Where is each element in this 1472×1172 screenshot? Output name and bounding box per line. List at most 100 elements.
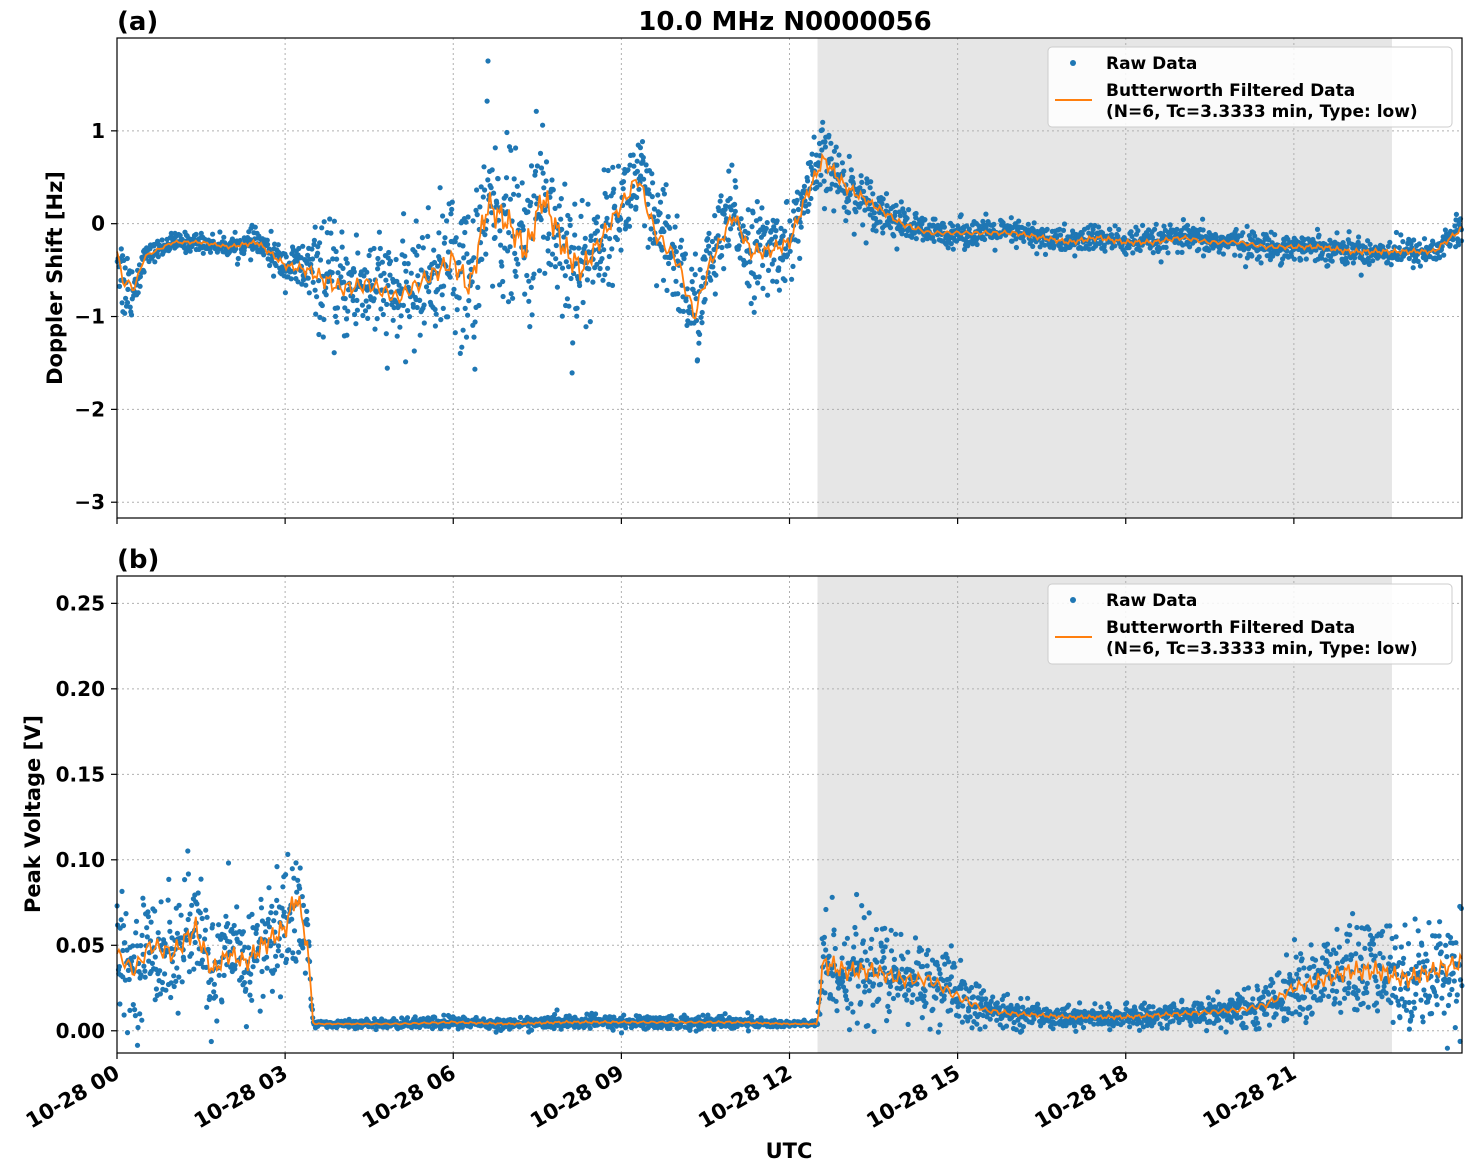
raw-data-point [1009, 238, 1015, 244]
raw-data-point [223, 913, 229, 919]
raw-data-point [462, 305, 468, 311]
raw-data-point [552, 1011, 558, 1018]
raw-data-point [733, 184, 739, 190]
raw-data-point [577, 282, 583, 289]
raw-data-point [512, 268, 518, 274]
raw-data-point [1109, 232, 1115, 238]
raw-data-point [564, 230, 570, 236]
raw-data-point [946, 959, 952, 965]
raw-data-point [371, 245, 377, 252]
raw-data-point [723, 216, 730, 222]
raw-data-point [268, 228, 274, 234]
raw-data-point [721, 211, 727, 217]
raw-data-point [294, 889, 300, 895]
raw-data-point [165, 897, 171, 903]
raw-data-point [460, 327, 466, 333]
raw-data-point [651, 206, 658, 212]
raw-data-point [1071, 1023, 1078, 1029]
raw-data-point [181, 957, 187, 963]
raw-data-point [1232, 252, 1238, 258]
raw-data-point [426, 289, 432, 295]
raw-data-point [883, 191, 890, 197]
raw-data-point [663, 182, 669, 188]
raw-data-point [970, 994, 977, 1000]
raw-data-point [1150, 250, 1156, 256]
raw-data-point [819, 127, 825, 133]
raw-data-point [982, 236, 988, 243]
raw-data-point [378, 306, 384, 312]
raw-data-point [135, 1024, 141, 1031]
raw-data-point [588, 237, 594, 243]
raw-data-point [857, 185, 863, 191]
raw-data-point [300, 902, 306, 909]
raw-data-point [881, 965, 888, 971]
raw-data-point [1366, 261, 1372, 267]
panel-label-a: (a) [117, 7, 158, 37]
raw-data-point [295, 877, 301, 883]
raw-data-point [593, 1011, 599, 1017]
raw-data-point [843, 218, 849, 224]
raw-data-point [384, 301, 390, 307]
raw-data-point [249, 997, 255, 1003]
raw-data-point [904, 215, 910, 221]
raw-data-point [208, 977, 214, 983]
raw-data-point [417, 297, 423, 303]
raw-data-point [274, 897, 280, 904]
raw-data-point [791, 208, 797, 214]
raw-data-point [1456, 242, 1462, 248]
raw-data-point [191, 966, 197, 972]
raw-data-point [605, 265, 611, 271]
raw-data-point [340, 265, 346, 271]
raw-data-point [715, 233, 721, 239]
raw-data-point [303, 282, 309, 288]
raw-data-point [787, 218, 793, 224]
raw-data-point [571, 245, 577, 251]
raw-data-point [698, 283, 705, 289]
raw-data-point [672, 224, 678, 230]
raw-data-point [127, 304, 133, 310]
raw-data-point [221, 234, 227, 240]
raw-data-point [249, 911, 255, 918]
raw-data-point [148, 919, 154, 925]
raw-data-point [654, 218, 661, 224]
raw-data-point [344, 332, 350, 338]
raw-data-point [1350, 260, 1356, 266]
raw-data-point [1136, 1027, 1143, 1033]
raw-data-point [850, 1009, 856, 1015]
raw-data-point [618, 1030, 625, 1036]
raw-data-point [709, 238, 716, 245]
raw-data-point [706, 243, 712, 249]
raw-data-point [219, 999, 225, 1005]
raw-data-point [119, 300, 125, 306]
raw-data-point [250, 964, 256, 970]
raw-data-point [1365, 238, 1371, 244]
raw-data-point [833, 144, 839, 150]
raw-data-point [898, 931, 904, 938]
raw-data-point [470, 218, 476, 224]
raw-data-point [432, 306, 438, 313]
raw-data-point [418, 267, 424, 273]
raw-data-point [123, 295, 129, 301]
raw-data-point [403, 279, 409, 285]
raw-data-point [881, 955, 887, 961]
raw-data-point [293, 860, 299, 866]
raw-data-point [162, 971, 168, 977]
raw-data-point [1279, 260, 1285, 266]
raw-data-point [186, 969, 192, 975]
raw-data-point [1025, 221, 1031, 227]
raw-data-point [512, 250, 518, 256]
raw-data-point [1237, 253, 1243, 259]
raw-data-point [573, 261, 579, 267]
raw-data-point [574, 305, 580, 311]
raw-data-point [631, 163, 637, 169]
raw-data-point [299, 281, 305, 287]
raw-data-point [1218, 1025, 1224, 1031]
raw-data-point [566, 303, 572, 309]
raw-data-point [144, 925, 150, 931]
raw-data-point [334, 256, 340, 262]
raw-data-point [459, 344, 465, 350]
raw-data-point [290, 950, 296, 956]
raw-data-point [542, 207, 548, 213]
raw-data-point [269, 988, 275, 994]
raw-data-point [814, 179, 820, 185]
